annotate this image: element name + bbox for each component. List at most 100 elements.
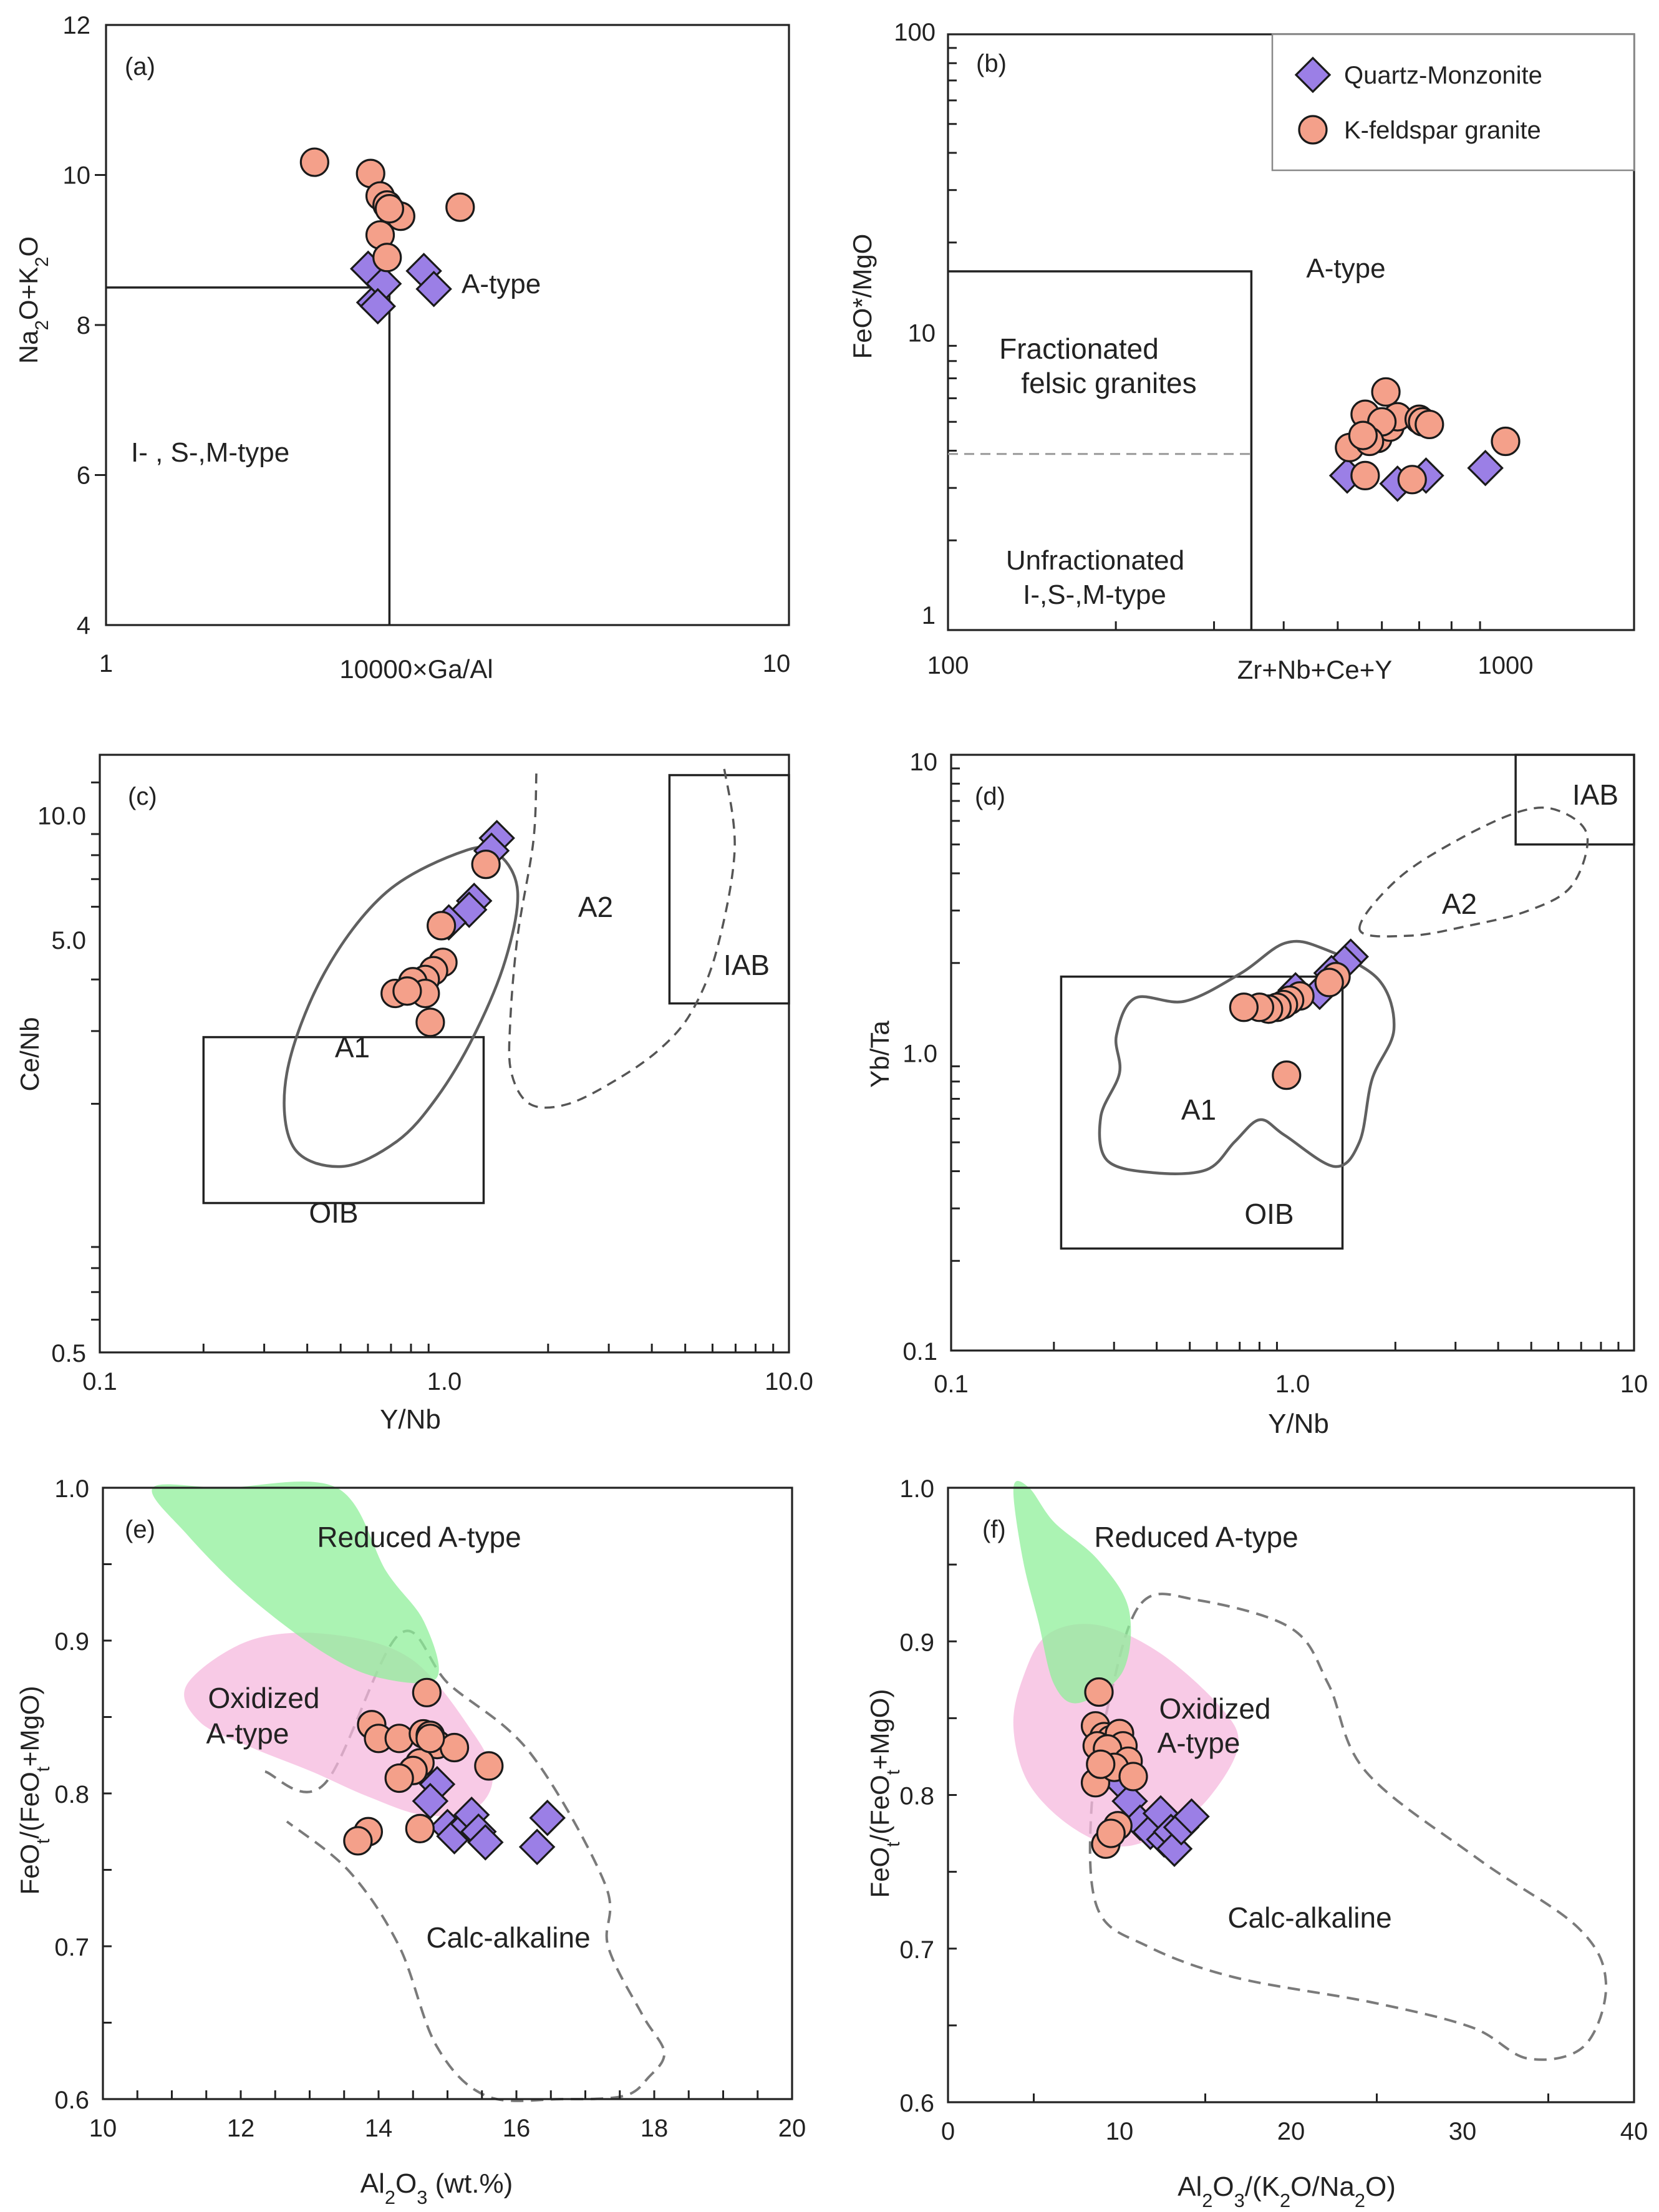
quartz-monzonite-point [518,1828,556,1866]
k-feldspar-granite-point [1491,426,1521,457]
oib-field-box [1060,975,1344,1250]
field-label-oxidized: Oxidized [208,1682,320,1714]
field-label-a2: A2 [578,891,613,923]
x-tick-label: 30 [1449,2118,1477,2145]
field-label-fractionated-2: felsic granites [1021,367,1196,399]
iab-field-box [1514,754,1635,846]
k-feldspar-granite-point [1229,992,1259,1022]
panel-b: Quartz-Monzonite K-feldspar granite 100 10 1… [848,19,1635,684]
x-tick-label: 1.0 [1275,1370,1310,1398]
y-tick-label: 12 [63,12,91,39]
panel-e: 0.6 0.7 0.8 0.9 1.0 10 12 14 16 18 20 (e) Reduced A-… [15,1475,806,2208]
y-tick-label: 10 [910,749,938,776]
y-tick-label: 0.9 [899,1629,934,1656]
k-feldspar-granite-point [384,1724,414,1754]
field-label-reduced: Reduced A-type [1094,1521,1298,1553]
k-feldspar-granite-point [392,976,422,1006]
x-tick-label: 0.1 [82,1368,117,1395]
x-axis-label: Al2O3 (wt.%) [360,2168,513,2208]
panel-label: (d) [975,783,1005,810]
y-tick-label: 4 [77,612,90,639]
field-label-atype: A-type [1306,253,1385,284]
x-axis-label: Zr+Nb+Ce+Y [1237,655,1393,684]
quartz-monzonite-point [412,1782,449,1820]
legend: Quartz-Monzonite K-feldspar granite [1271,33,1635,172]
plot-frame [950,754,1635,1352]
field-label-a1: A1 [1181,1094,1216,1126]
k-feldspar-granite-point [1348,420,1378,450]
y-tick-label: 0.7 [899,1936,934,1964]
y-tick-label: 100 [894,19,936,46]
y-tick-label: 0.9 [54,1628,89,1656]
y-axis-label: Yb/Ta [865,1021,894,1088]
k-feldspar-granite-point [299,147,329,177]
field-label-oib: OIB [309,1196,358,1229]
y-tick-label: 1.0 [54,1475,89,1503]
k-feldspar-granite-point [372,243,402,273]
k-feldspar-granite-point [1272,1060,1302,1090]
y-axis-label: FeO*/MgO [848,234,877,359]
panel-a: 4 6 8 10 12 1 10 (a) I- , S-,M-type A-type 10000×G… [14,12,790,684]
x-tick-label: 18 [641,2115,669,2142]
panel-label: (a) [125,53,155,80]
field-label-iab: IAB [1572,779,1618,811]
y-tick-label: 6 [77,462,90,490]
legend-circle-icon [1298,115,1328,145]
quartz-monzonite-point [415,271,452,308]
y-tick-label: 1.0 [899,1475,934,1503]
field-label-calc-alkaline: Calc-alkaline [426,1921,590,1954]
a1-field-outline [283,845,520,1168]
x-tick-label: 0.1 [934,1370,969,1398]
x-tick-label: 0 [941,2118,955,2145]
x-tick-label: 14 [365,2115,393,2142]
k-feldspar-granite-point [1314,968,1344,997]
field-label-calc-alkaline: Calc-alkaline [1227,1901,1391,1934]
x-tick-label: 100 [927,652,969,679]
y-axis-label: Na2O+K2O [14,236,52,364]
field-label-oxidized-2: A-type [1158,1727,1241,1759]
quartz-monzonite-point [1467,449,1504,487]
y-axis-label: FeOt/(FeOt+MgO) [865,1689,904,1898]
calc-alkaline-field [1088,1593,1608,2061]
oib-field-box [202,1036,485,1205]
x-tick-label: 16 [503,2115,531,2142]
x-tick-label: 10 [89,2115,117,2142]
reduced-a-type-field [152,1482,439,1684]
k-feldspar-granite-point [415,1724,445,1754]
y-tick-label: 1.0 [902,1041,937,1068]
a2-field-outline [508,764,736,1109]
x-tick-label: 10 [1106,2118,1134,2145]
y-tick-label: 10 [908,320,936,347]
a2-field-outline [1358,806,1589,938]
field-label-ism: I- , S-,M-type [131,437,289,468]
x-tick-label: 20 [1277,2118,1305,2145]
panel-d: 0.1 1.0 10 0.1 1.0 10 (d) A1 A2 OIB IAB Y/Nb Yb/Ta [865,749,1648,1439]
y-tick-label: 5.0 [51,927,86,954]
field-label-oib: OIB [1244,1198,1294,1230]
y-tick-label: 8 [77,312,90,339]
field-label-reduced: Reduced A-type [317,1521,521,1553]
k-feldspar-granite-point [1086,1749,1116,1779]
field-label-unfractionated-2: I-,S-,M-type [1023,580,1166,610]
x-tick-label: 1000 [1478,652,1533,679]
quartz-monzonite-point [1173,1798,1210,1835]
quartz-monzonite-point [359,288,397,325]
k-feldspar-granite-point [1397,465,1427,495]
x-tick-label: 12 [227,2115,255,2142]
y-tick-label: 0.1 [902,1338,937,1366]
x-tick-label: 1 [99,650,113,677]
legend-kfeldspar-granite: K-feldspar granite [1344,117,1541,144]
k-feldspar-granite-point [415,1007,445,1037]
k-feldspar-granite-point [1096,1818,1126,1848]
panel-label: (b) [976,50,1007,77]
plot-frame [99,754,790,1354]
k-feldspar-granite-point [1415,409,1444,440]
field-label-a2: A2 [1442,888,1477,920]
panel-c: 0.5 5.0 10.0 0.1 1.0 10.0 (c) A1 A2 OIB IAB Y/Nb Ce/… [15,754,813,1435]
x-tick-label: 20 [778,2115,806,2142]
k-feldspar-granite-point [384,1763,414,1793]
y-tick-label: 1 [922,602,936,629]
k-feldspar-granite-point [1371,377,1401,407]
x-axis-label: 10000×Ga/Al [339,654,493,684]
